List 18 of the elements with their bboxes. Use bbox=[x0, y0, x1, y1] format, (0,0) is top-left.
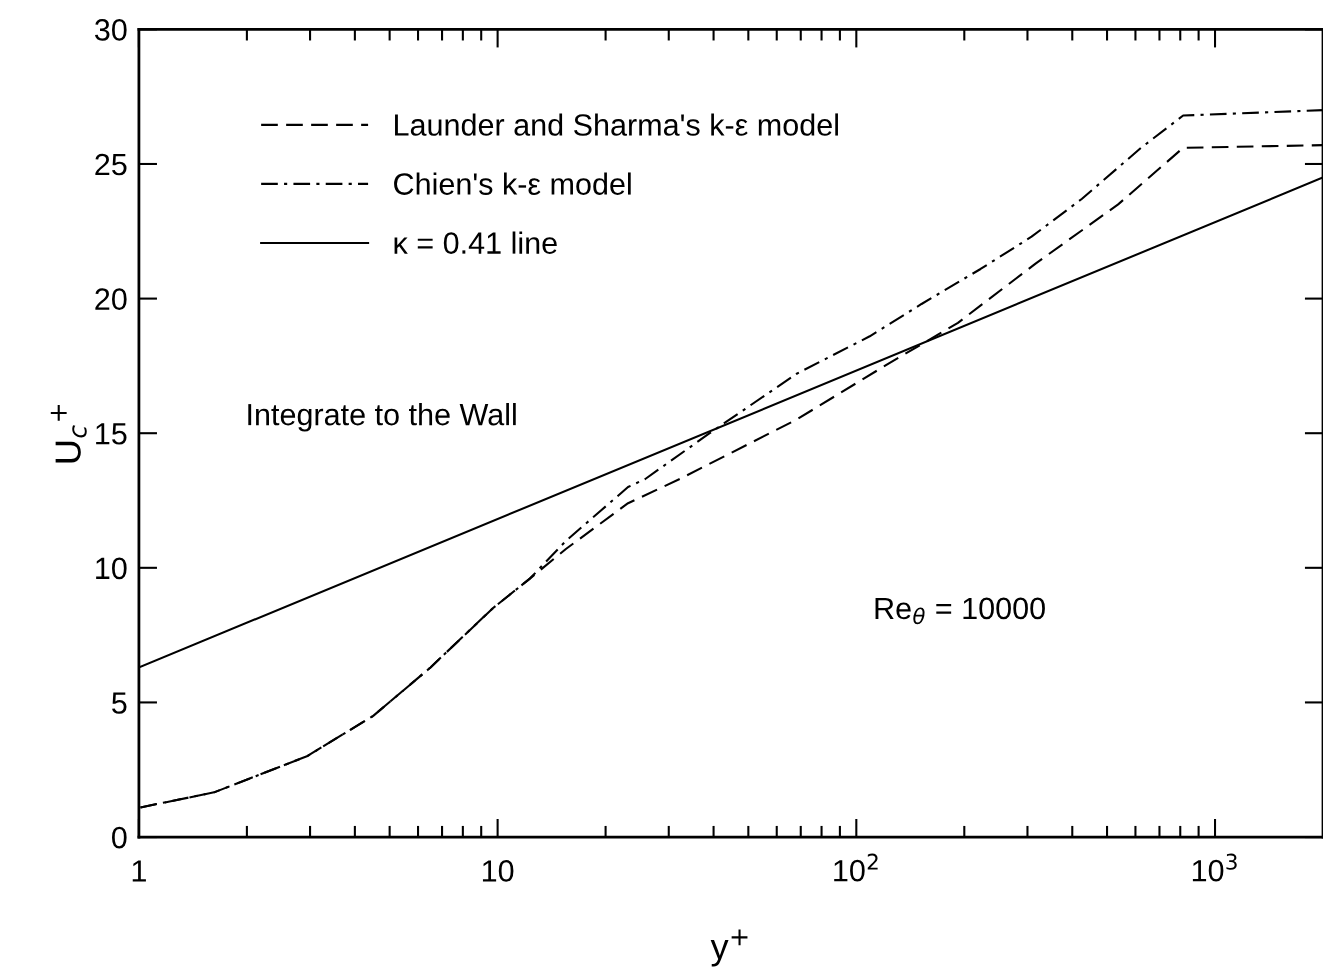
y-tick-label: 5 bbox=[112, 692, 127, 714]
legend-label: Chien's k-ε model bbox=[394, 172, 631, 195]
y-tick-label: 10 bbox=[96, 557, 127, 580]
x-tick-label: 10$^{3}$ bbox=[1192, 853, 1237, 882]
y-tick-label: 30 bbox=[94, 19, 127, 41]
y-axis-title: U$_{c}$$^{+}$ bbox=[50, 405, 87, 463]
y-tick-label: 0 bbox=[112, 826, 127, 849]
legend-label: κ = 0.41 line bbox=[394, 231, 557, 254]
x-tick-label: 1 bbox=[132, 860, 146, 882]
x-tick-label: 10$^{2}$ bbox=[834, 853, 878, 882]
y-tick-label: 25 bbox=[95, 153, 127, 176]
x-axis-title: y$^{+}$ bbox=[710, 929, 748, 967]
annotation: Integrate to the Wall bbox=[248, 402, 516, 432]
legend-label: Launder and Sharma's k-ε model bbox=[395, 113, 838, 136]
x-tick-label: 10 bbox=[482, 860, 514, 882]
annotation: Re$_{θ}$ = 10000 bbox=[875, 597, 1045, 625]
y-tick-label: 20 bbox=[95, 288, 127, 310]
y-tick-label: 15 bbox=[96, 423, 127, 445]
